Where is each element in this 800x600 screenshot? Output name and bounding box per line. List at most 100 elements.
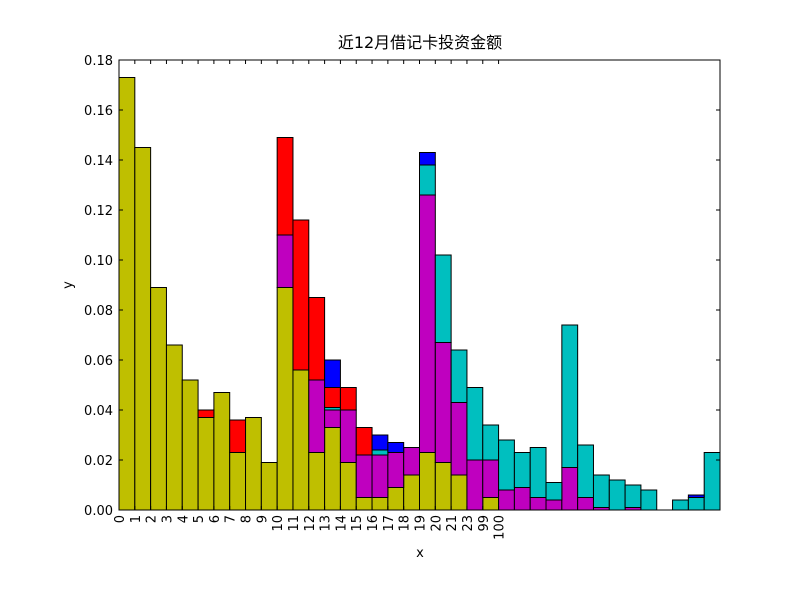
x-tick-label: 6 [208,515,223,523]
bar-segment [276,137,294,236]
bar-segment [482,424,500,461]
bar-segment [529,497,547,511]
x-tick-label: 23 [461,515,476,532]
x-axis-title: x [416,546,424,561]
x-tick-label: 17 [382,515,397,532]
y-tick-label: 0.08 [84,304,113,319]
bar-segment [276,287,294,511]
bar-segment [355,497,373,511]
bar-segment [608,479,626,511]
x-tick-label: 7 [224,515,239,523]
y-tick-label: 0.00 [84,504,113,519]
bar-segment [134,147,152,511]
bar-segment [545,482,563,501]
x-tick-label: 4 [176,515,191,523]
y-tick-label: 0.18 [84,54,113,69]
bar-segment [276,234,294,288]
bar-segment [339,409,357,463]
bar-segment [419,164,436,196]
bar-segment [324,359,341,388]
bar-segment [434,342,452,463]
bar-segment [324,409,341,428]
x-tick-label: 18 [398,515,413,532]
bar-segment [371,454,389,498]
bar-segment [324,387,341,408]
bar-segment [450,474,468,511]
y-tick-label: 0.16 [84,104,113,119]
bar-segment [513,452,531,488]
y-tick-label: 0.04 [84,404,113,419]
bar-segment [672,499,689,511]
x-tick-label: 15 [350,515,365,532]
bar-segment [577,497,594,511]
bar-segment [434,254,452,343]
x-tick-label: 11 [287,515,302,532]
bar-segment [419,452,436,511]
bar-segment [403,474,420,511]
x-tick-label: 8 [240,515,255,523]
x-tick-label: 100 [493,515,508,540]
bar-segment [229,419,247,453]
bar-segment [592,474,610,508]
bar-segment [355,427,373,456]
bar-segment [371,449,389,456]
bar-segment [561,467,579,511]
y-tick-label: 0.12 [84,204,113,219]
x-tick-label: 10 [271,515,286,532]
bar-segment [292,369,310,511]
bar-segment [339,387,357,411]
bar-segment [529,447,547,498]
bar-segment [387,487,405,511]
bar-segment [466,387,484,461]
bar-segment [545,499,563,511]
bar-segment [450,349,468,403]
x-tick-label: 19 [414,515,429,532]
bar-segment [450,402,468,476]
bar-segment [403,447,420,476]
bar-segment [260,462,278,511]
bar-segment [466,459,484,511]
bar-segment [577,444,594,498]
bar-segment [292,219,310,371]
bar-segment [324,427,341,511]
x-tick-label: 12 [303,515,318,532]
y-tick-label: 0.10 [84,254,113,269]
bar-segment [498,439,515,491]
x-tick-label: 2 [145,515,160,523]
bar-segment [498,489,515,511]
chart-title: 近12月借记卡投资金额 [338,33,502,52]
bar-segment [308,297,326,381]
bar-segment [434,462,452,511]
y-tick-label: 0.02 [84,454,113,469]
bar-segment [355,454,373,498]
bar-segment [308,452,326,511]
x-tick-label: 1 [129,515,144,523]
bar-segment [165,344,183,511]
bar-segment [561,324,579,468]
bar-segment [308,379,326,453]
x-tick-label: 5 [192,515,207,523]
bar-segment [513,487,531,511]
bar-segment [482,497,500,511]
x-tick-label: 20 [429,515,444,532]
bar-segment [624,484,642,508]
x-tick-label: 21 [445,515,460,532]
x-tick-label: 3 [160,515,175,523]
bar-segment [118,77,136,511]
bar-segment [339,462,357,511]
y-axis-title: y [61,281,76,289]
bar-segment [229,452,247,511]
bar-segment [181,379,199,511]
bar-segment [371,434,389,451]
x-tick-label: 9 [255,515,270,523]
bar-segment [387,442,405,453]
bar-segment [213,392,231,511]
bar-segment [640,489,658,511]
bar-segment [482,459,500,498]
x-tick-label: 13 [319,515,334,532]
bar-segment [419,152,436,166]
bar-segment [387,452,405,488]
bar-segment [197,409,215,418]
bar-segment [150,287,167,511]
